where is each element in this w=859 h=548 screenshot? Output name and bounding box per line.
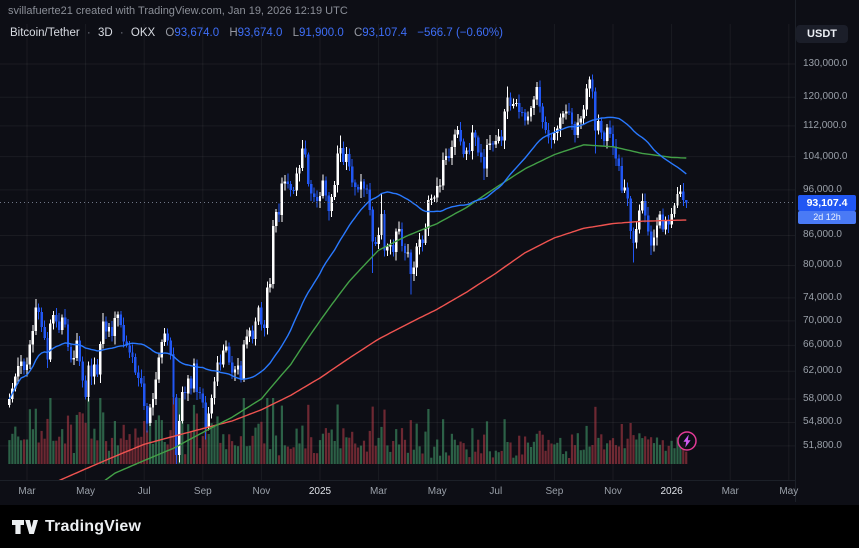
- time-scale-axis[interactable]: Mar May Jul Sep Nov 2025 Mar May Jul Sep Nov 2026 Ma…: [0, 480, 799, 503]
- footer-bar: TradingView: [0, 505, 859, 548]
- chart-panel: svillafuerte21 created with TradingView.…: [0, 0, 859, 505]
- ma-fast-blue-line: [8, 116, 687, 400]
- price-tick-label: 112,000.0: [803, 119, 847, 131]
- legend-separator: ·: [86, 27, 91, 39]
- lightning-icon: [683, 434, 691, 448]
- time-axis-month-label: Jul: [137, 486, 151, 497]
- time-axis-month-label: Nov: [604, 486, 622, 497]
- open-value: 93,674.0: [174, 27, 220, 39]
- time-axis-year-label: 2025: [308, 486, 332, 497]
- high-value: 93,674.0: [237, 27, 283, 39]
- time-axis-month-label: Nov: [252, 486, 271, 497]
- price-chart-canvas[interactable]: [0, 24, 795, 480]
- time-axis-month-label: Mar: [369, 486, 388, 497]
- close-label: C: [353, 27, 363, 39]
- price-tick-label: 58,000.0: [803, 392, 842, 404]
- symbol-name[interactable]: Bitcoin/Tether: [10, 27, 80, 39]
- exchange-label: OKX: [130, 27, 156, 39]
- time-axis-month-label: May: [427, 486, 447, 497]
- time-axis-year-label: 2026: [660, 486, 683, 497]
- ma-medium-green-line: [104, 144, 687, 480]
- price-tick-label: 104,000.0: [803, 150, 848, 162]
- last-price-badge: 93,107.4: [798, 194, 856, 211]
- price-tick-label: 130,000.0: [803, 58, 848, 69]
- symbol-legend: Bitcoin/Tether · 3D · OKX O93,674.0 H93,…: [10, 27, 503, 39]
- price-tick-label: 96,000.0: [803, 183, 842, 195]
- time-axis-month-label: Mar: [18, 486, 36, 497]
- ma-slow-red-line: [58, 219, 687, 480]
- price-tick-label: 120,000.0: [803, 91, 848, 103]
- time-axis-month-label: May: [779, 486, 799, 497]
- time-axis-month-label: May: [76, 486, 96, 497]
- low-label: L: [292, 27, 299, 39]
- quick-trade-lightning-badge[interactable]: [677, 431, 697, 451]
- time-axis-month-label: Sep: [193, 486, 212, 497]
- currency-toggle-button[interactable]: USDT: [796, 25, 848, 43]
- candles-layer: [8, 74, 688, 464]
- footer-brand-text[interactable]: TradingView: [45, 517, 142, 535]
- price-tick-label: 80,000.0: [803, 259, 842, 271]
- snapshot-attribution: svillafuerte21 created with TradingView.…: [8, 5, 348, 17]
- price-tick-label: 70,000.0: [803, 314, 842, 326]
- time-axis-month-label: Sep: [545, 486, 564, 497]
- high-label: H: [229, 27, 238, 39]
- interval-label[interactable]: 3D: [97, 27, 113, 39]
- price-scale-axis[interactable]: 93,107.4 2d 12h 130,000.0 120,000.0 112,00…: [795, 0, 859, 502]
- grid-layer: [0, 24, 795, 480]
- tradingview-logo-icon[interactable]: [12, 517, 38, 537]
- price-tick-label: 74,000.0: [803, 291, 842, 303]
- price-tick-label: 54,800.0: [803, 416, 842, 428]
- close-value: 93,107.4: [362, 27, 408, 39]
- price-tick-label: 51,800.0: [803, 439, 842, 451]
- low-value: 91,900.0: [299, 27, 344, 39]
- time-axis-month-label: Mar: [721, 486, 739, 497]
- price-tick-label: 66,000.0: [803, 339, 842, 351]
- bar-close-countdown-badge: 2d 12h: [798, 210, 856, 224]
- price-tick-label: 86,000.0: [803, 229, 842, 241]
- price-tick-label: 62,000.0: [803, 365, 842, 377]
- change-value: −566.7 (−0.60%): [417, 27, 503, 39]
- time-axis-month-label: Jul: [489, 486, 503, 497]
- volume-layer: [8, 398, 688, 464]
- open-label: O: [165, 27, 175, 39]
- legend-separator: ·: [119, 27, 124, 39]
